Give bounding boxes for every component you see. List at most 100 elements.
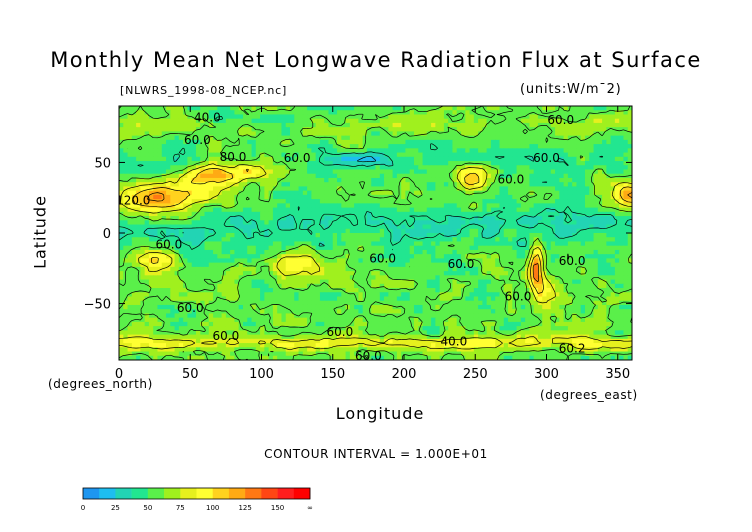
field-cell [161,118,167,124]
field-cell [285,152,291,158]
field-cell [170,254,176,259]
field-cell [251,118,257,124]
field-cell [614,258,620,264]
field-cell [264,135,270,141]
field-cell [127,245,133,251]
field-cell [371,177,377,183]
field-cell [324,194,330,200]
field-cell [537,216,543,221]
field-cell [426,139,432,145]
field-cell [508,114,513,120]
field-cell [602,114,607,120]
field-cell [144,258,150,264]
field-cell [123,127,129,132]
field-cell [204,152,210,158]
field-cell [537,220,543,226]
field-cell [119,262,124,268]
field-cell [285,262,291,268]
field-cell [379,237,385,243]
field-cell [452,169,458,175]
field-cell [465,207,471,213]
field-cell [187,254,193,259]
field-cell [610,110,616,116]
field-cell [473,216,479,221]
field-cell [298,106,304,111]
field-cell [144,173,150,179]
field-cell [567,203,573,209]
field-cell [119,131,124,137]
field-cell [221,139,227,145]
field-cell [281,194,287,200]
field-cell [234,122,240,128]
field-cell [298,139,304,145]
field-cell [627,131,632,137]
field-cell [610,114,616,120]
field-cell [170,144,176,149]
field-cell [563,254,569,259]
field-cell [307,275,312,281]
field-cell [127,127,133,132]
field-cell [213,266,218,272]
field-cell [478,271,483,276]
field-cell [610,148,616,154]
field-cell [328,241,334,247]
field-cell [431,207,436,213]
field-cell [247,245,253,251]
field-cell [555,220,560,226]
field-cell [174,245,180,251]
field-cell [178,220,184,226]
field-cell [234,275,240,281]
field-cell [298,127,304,132]
field-cell [537,233,543,238]
field-cell [195,199,201,204]
field-cell [623,254,629,259]
field-cell [516,122,522,128]
field-cell [191,228,197,234]
field-cell [384,258,389,264]
field-cell [576,152,582,158]
field-cell [328,186,334,192]
field-cell [307,241,312,247]
field-cell [324,152,330,158]
field-cell [371,139,377,145]
field-cell [225,233,231,238]
field-cell [422,127,428,132]
field-cell [187,148,193,154]
field-cell [349,139,355,145]
field-cell [413,245,419,251]
field-cell [140,165,146,171]
field-cell [614,118,620,124]
field-cell [439,245,445,251]
field-cell [315,241,321,247]
field-cell [285,127,291,132]
field-cell [512,144,518,149]
field-cell [546,127,552,132]
field-cell [379,131,385,137]
field-cell [542,254,548,259]
field-cell [525,114,531,120]
field-cell [426,228,432,234]
field-cell [555,161,560,166]
field-cell [366,271,372,276]
field-cell [610,169,616,175]
field-cell [422,271,428,276]
field-cell [319,194,325,200]
field-cell [345,169,351,175]
field-cell [555,275,560,281]
field-cell [461,169,466,175]
field-cell [533,203,539,209]
field-cell [255,258,261,264]
field-cell [597,127,603,132]
field-cell [345,199,351,204]
field-cell [345,127,351,132]
field-cell [576,194,582,200]
field-cell [272,127,278,132]
field-cell [302,190,308,196]
field-cell [281,220,287,226]
field-cell [371,161,377,166]
field-cell [495,199,501,204]
field-cell [559,177,565,183]
field-cell [482,144,488,149]
field-cell [525,144,531,149]
field-cell [606,161,612,166]
